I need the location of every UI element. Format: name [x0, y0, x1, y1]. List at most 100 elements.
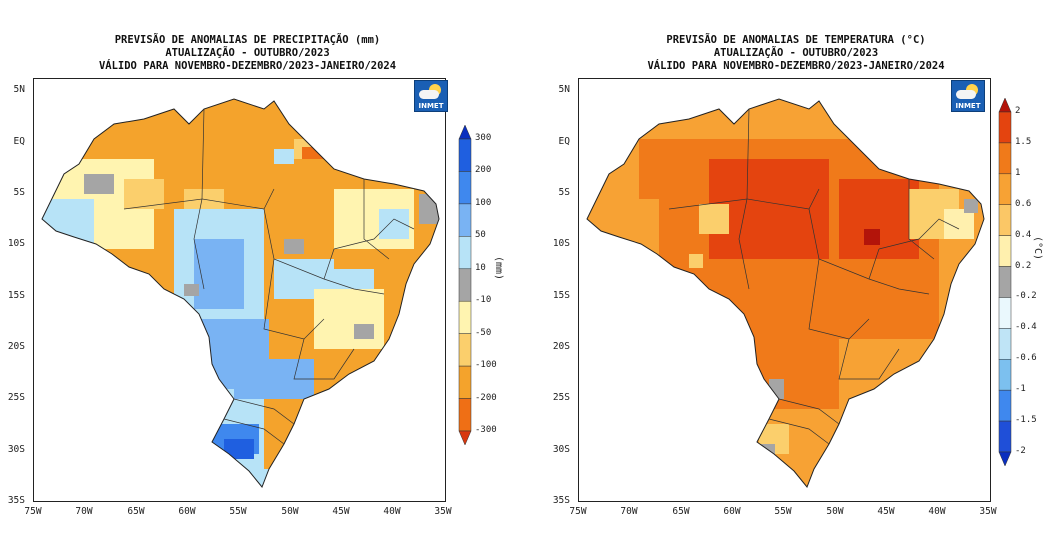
colorbar-tick-label: 10: [475, 262, 486, 273]
lon-label: 35W: [979, 506, 997, 517]
precip-map-plot: [33, 78, 446, 502]
colorbar-swatch: [998, 328, 1012, 360]
lon-label: 55W: [229, 506, 247, 517]
inmet-logo: INMET: [414, 80, 448, 112]
colorbar-tick-label: 0.4: [1015, 229, 1032, 240]
temperature-anomaly-panel: PREVISÃO DE ANOMALIAS DE TEMPERATURA (°C…: [545, 0, 1047, 533]
colorbar-swatch: [458, 125, 472, 140]
colorbar-swatch: [458, 171, 472, 205]
state-borders: [123, 108, 415, 445]
lat-label: 30S: [552, 444, 570, 455]
lon-label: 65W: [127, 506, 145, 517]
lon-label: 70W: [75, 506, 93, 517]
temp-unit-label: (°C): [1032, 236, 1043, 261]
colorbar-swatch: [458, 138, 472, 172]
colorbar-tick-label: -200: [475, 392, 497, 403]
colorbar-swatch: [458, 398, 472, 432]
colorbar-tick-label: 2: [1015, 106, 1021, 116]
colorbar-swatch: [458, 203, 472, 237]
lat-label: 10S: [552, 238, 570, 249]
colorbar-tick-label: 0.6: [1015, 198, 1032, 209]
lon-label: 75W: [569, 506, 587, 517]
colorbar-tick-label: -0.2: [1015, 291, 1037, 302]
colorbar-tick-label: -0.6: [1015, 353, 1037, 364]
lon-label: 75W: [24, 506, 42, 517]
colorbar-tick-label: -0.4: [1015, 322, 1037, 333]
brazil-outline: [586, 98, 985, 488]
colorbar-tick-label: 50: [475, 230, 486, 241]
colorbar-tick-label: 300: [475, 133, 492, 143]
lat-label: 25S: [552, 392, 570, 403]
state-borders: [668, 108, 960, 445]
colorbar-swatch: [998, 359, 1012, 391]
lon-label: 40W: [383, 506, 401, 517]
colorbar-tick-label: -100: [475, 360, 497, 371]
colorbar-tick-label: 1.5: [1015, 136, 1032, 147]
temp-colorbar: [998, 98, 1012, 466]
lat-label: 10S: [7, 238, 25, 249]
colorbar-tick-label: -300: [475, 425, 497, 435]
lat-label: EQ: [13, 136, 25, 147]
brazil-outline: [41, 98, 440, 488]
lon-label: 35W: [434, 506, 452, 517]
colorbar-swatch: [458, 430, 472, 445]
colorbar-swatch: [458, 236, 472, 270]
lat-label: EQ: [558, 136, 570, 147]
precip-colorbar: [458, 125, 472, 445]
cloud-icon: [956, 90, 976, 99]
lat-label: 5N: [13, 84, 25, 95]
colorbar-swatch: [458, 268, 472, 302]
precip-title-line-2: ATUALIZAÇÃO - OUTUBRO/2023: [165, 47, 330, 59]
colorbar-swatch: [998, 235, 1012, 267]
colorbar-tick-label: 200: [475, 165, 492, 176]
precip-map-svg: [41, 98, 440, 488]
temp-title-line-2: ATUALIZAÇÃO - OUTUBRO/2023: [713, 47, 879, 59]
lat-label: 25S: [7, 392, 25, 403]
temp-anomaly-field: [587, 99, 984, 487]
colorbar-tick-label: -50: [475, 327, 492, 338]
lon-label: 40W: [928, 506, 946, 517]
colorbar-tick-label: 100: [475, 197, 492, 208]
lat-label: 5S: [558, 187, 570, 198]
lon-label: 50W: [281, 506, 299, 517]
temp-map-svg: [586, 98, 985, 488]
colorbar-swatch: [998, 98, 1012, 113]
colorbar-swatch: [998, 173, 1012, 205]
cloud-icon: [419, 90, 439, 99]
lon-label: 45W: [877, 506, 895, 517]
colorbar-swatch: [458, 365, 472, 399]
lat-label: 5N: [558, 84, 570, 95]
lon-label: 65W: [672, 506, 690, 517]
lon-label: 60W: [178, 506, 196, 517]
colorbar-swatch: [998, 451, 1012, 466]
lat-label: 15S: [7, 290, 25, 301]
colorbar-swatch: [998, 204, 1012, 236]
precip-title-line-3: VÁLIDO PARA NOVEMBRO-DEZEMBRO/2023-JANEI…: [98, 60, 397, 72]
colorbar-tick-label: -10: [475, 295, 492, 306]
lat-label: 30S: [7, 444, 25, 455]
lat-label: 15S: [552, 290, 570, 301]
colorbar-swatch: [998, 297, 1012, 329]
lat-label: 20S: [7, 341, 25, 352]
lat-label: 35S: [552, 495, 570, 506]
precip-anomaly-field: [42, 99, 439, 487]
temp-title-line-1: PREVISÃO DE ANOMALIAS DE TEMPERATURA (°C…: [666, 34, 926, 46]
lon-label: 50W: [826, 506, 844, 517]
lon-label: 45W: [332, 506, 350, 517]
lat-label: 35S: [7, 495, 25, 506]
colorbar-tick-label: -1: [1015, 384, 1026, 395]
colorbar-tick-label: -2: [1015, 446, 1026, 456]
colorbar-swatch: [998, 142, 1012, 175]
lon-label: 60W: [723, 506, 741, 517]
temp-title-line-3: VÁLIDO PARA NOVEMBRO-DEZEMBRO/2023-JANEI…: [647, 60, 945, 72]
colorbar-swatch: [998, 111, 1012, 144]
lon-label: 55W: [774, 506, 792, 517]
colorbar-swatch: [458, 300, 472, 334]
colorbar-tick-label: 0.2: [1015, 260, 1032, 271]
inmet-logo-text: INMET: [418, 102, 444, 110]
precip-title-line-1: PREVISÃO DE ANOMALIAS DE PRECIPITAÇÃO (m…: [114, 34, 381, 46]
temp-map-plot: [578, 78, 991, 502]
inmet-logo-text: INMET: [955, 102, 981, 110]
lat-label: 5S: [13, 187, 25, 198]
precip-unit-label: (mm): [493, 256, 504, 281]
